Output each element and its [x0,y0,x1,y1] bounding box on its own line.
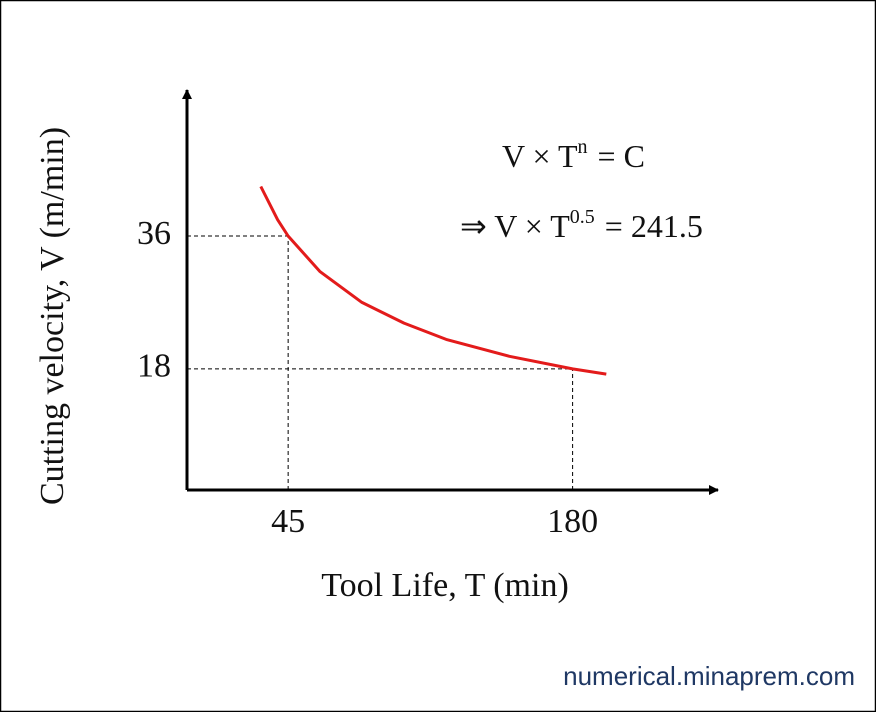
equation: V × Tn = C [502,136,645,175]
curve [259,185,607,376]
x-tick-label: 45 [271,503,305,540]
watermark: numerical.minaprem.com [563,661,855,691]
x-axis-label: Tool Life, T (min) [321,567,569,604]
y-tick-label: 36 [137,215,171,252]
equation-exponent: 0.5 [570,206,595,228]
x-tick-label: 180 [547,503,598,540]
equation: ⇒ V × T0.5 = 241.5 [460,206,703,245]
equation-rest: = C [598,138,645,174]
equation-exponent: n [578,136,588,158]
y-tick-label: 18 [137,348,171,385]
equation-base: V × T [502,138,578,174]
equation-rest: = 241.5 [605,208,703,244]
y-axis-label: Cutting velocity, V (m/min) [34,127,71,505]
equation-base: ⇒ V × T [460,208,570,244]
